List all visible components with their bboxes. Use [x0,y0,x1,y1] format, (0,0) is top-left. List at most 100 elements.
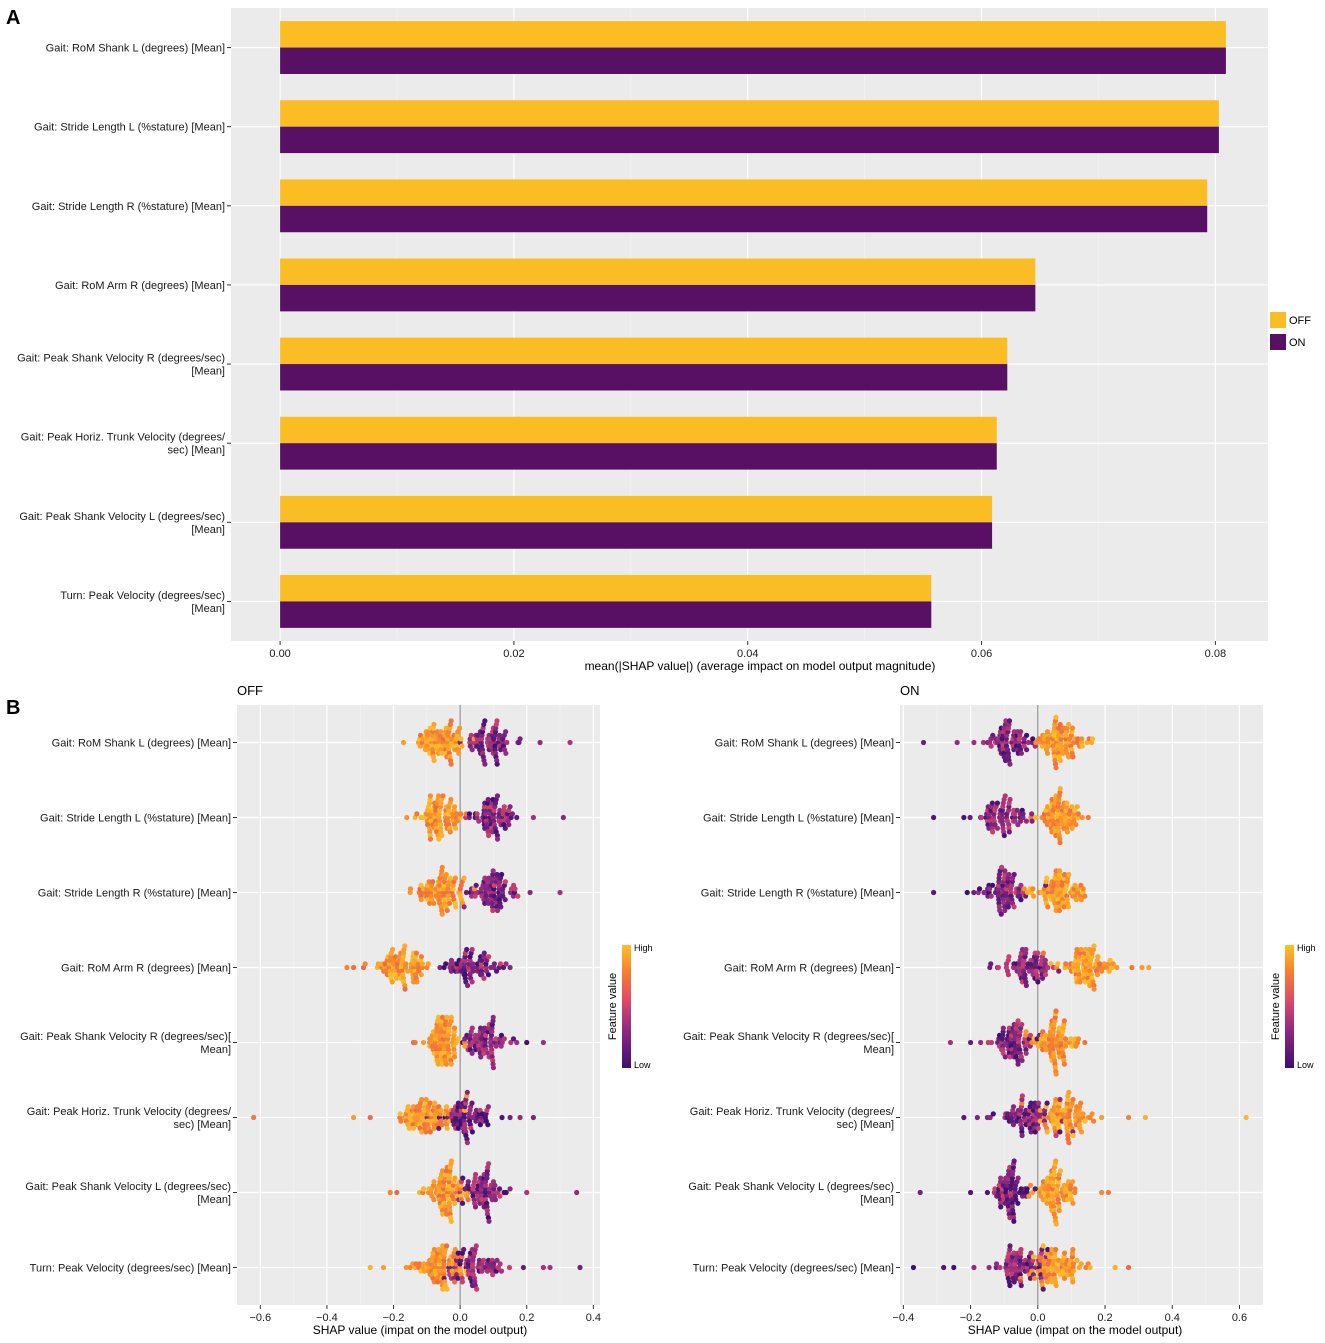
shap-point [1087,982,1093,989]
shap-point [931,889,937,896]
shap-point [1027,1182,1034,1188]
shap-point [473,1243,479,1249]
shap-point [1070,1279,1076,1285]
shap-point [1002,868,1008,874]
shap-point [507,804,513,810]
shap-point [1078,897,1085,903]
shap-point [1030,736,1036,742]
shap-point [362,961,368,967]
shap-point [508,1039,514,1046]
shap-point [1057,786,1063,792]
shap-point [499,871,505,878]
shap-point [1074,946,1080,953]
shap-point [1044,1100,1050,1106]
shap-point [567,739,573,746]
shap-point [440,1211,446,1217]
shap-point [447,875,453,881]
shap-point [1000,1025,1006,1031]
shap-point [1091,943,1097,949]
shap-off-x-axis: −0.6 −0.4 −0.2 0.0 0.2 0.4 [249,1305,601,1324]
y-tick-label: Gait: Peak Shank Velocity R (degrees/sec… [683,1031,894,1043]
y-tick-label: [Mean] [191,603,225,615]
shap-point [1082,1118,1088,1124]
bar-off [280,416,997,444]
shap-point [439,1061,445,1067]
y-tick-label: Gait: Stride Length R (%stature) [Mean] [38,888,231,900]
shap-point [1056,1025,1063,1031]
shap-point [1063,961,1069,967]
shap-point [1070,1261,1077,1267]
bar-off [280,575,932,602]
y-tick-label: sec) [Mean] [168,445,225,457]
shap-point [1028,1129,1034,1135]
shap-point [1020,814,1026,821]
shap-point [431,1100,438,1106]
shap-point [1032,1186,1038,1192]
shap-point [486,832,492,839]
x-tick-label: 0.2 [519,1312,534,1324]
y-tick-label: Turn: Peak Velocity (degrees/sec) [Mean] [693,1263,894,1275]
shap-point [491,961,497,967]
shap-point [1015,822,1021,828]
x-tick-label: −0.6 [249,1312,271,1324]
y-tick-label: Gait: Peak Shank Velocity L (degrees/sec… [25,1181,231,1193]
y-tick-label: Gait: Peak Horiz. Trunk Velocity (degree… [21,432,226,444]
shap-on-points [910,714,1249,1292]
shap-point [490,868,496,874]
x-tick-label: −0.2 [383,1312,405,1324]
shap-point [1031,1275,1038,1281]
shap-point [1057,1129,1063,1135]
shap-point [961,1114,967,1121]
shap-point [1089,954,1095,960]
shap-point [1105,1189,1111,1196]
shap-point [961,814,967,821]
shap-point [1056,1207,1062,1214]
y-tick-label: Gait: RoM Arm R (degrees) [Mean] [724,963,894,975]
shap-point [459,1279,466,1285]
shap-point [485,972,492,978]
shap-point [989,800,995,806]
y-tick-label: Gait: Peak Horiz. Trunk Velocity (degree… [690,1106,895,1118]
shap-point [435,1014,442,1020]
shap-point [1082,893,1088,899]
shap-point [971,1264,977,1271]
shap-point [1029,818,1035,824]
shap-point [452,1246,458,1253]
shap-point [497,732,503,738]
shap-point [451,1054,458,1060]
bar-off [280,258,1036,285]
shap-point [1066,1140,1072,1146]
shap-point [406,1125,412,1131]
shap-point [1062,1036,1069,1042]
shap-point [501,818,507,824]
shap-point [439,911,445,917]
shap-point [1015,1175,1021,1181]
shap-point [502,879,509,885]
shap-point [986,886,993,892]
colorbar-low-label: Low [1297,1060,1314,1070]
shap-point [1061,1275,1068,1281]
shap-point [427,1100,433,1106]
shap-point [482,1182,489,1188]
shap-point [427,1129,433,1135]
shap-point [497,1193,503,1199]
shap-point [503,729,509,735]
shap-point [989,882,996,888]
y-tick-label: Gait: Peak Shank Velocity L (degrees/sec… [688,1181,894,1193]
shap-point [1056,907,1063,914]
shap-point [455,1250,461,1256]
shap-point [1069,825,1075,831]
shap-point [452,825,459,831]
shap-point [1015,1061,1021,1067]
shap-point [477,1025,484,1031]
shap-point [997,1264,1003,1271]
shap-point [1077,979,1083,985]
shap-point [512,886,518,892]
y-tick-label: Gait: RoM Arm R (degrees) [Mean] [55,280,225,292]
shap-point [510,1036,517,1042]
shap-point [405,968,411,974]
shap-point [560,814,566,821]
shap-point [1061,1018,1067,1024]
shap-point [479,1111,485,1117]
shap-point [410,1104,417,1110]
